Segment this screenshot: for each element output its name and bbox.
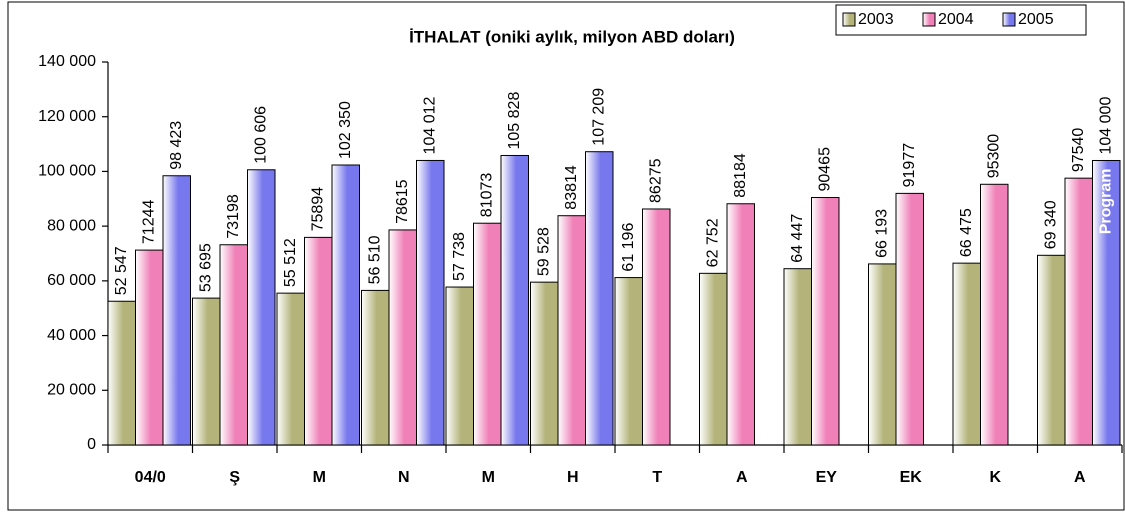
y-tick-label: 100 000 (38, 163, 96, 180)
legend-label: 2005 (1018, 11, 1054, 28)
value-label: 86275 (647, 158, 664, 203)
bar (1064, 177, 1093, 446)
value-label: 53 695 (197, 243, 214, 292)
legend-label: 2003 (858, 11, 894, 28)
value-label: 62 752 (704, 218, 721, 267)
x-tick-label: EK (900, 469, 923, 486)
legend-box (835, 4, 1087, 36)
bar (162, 175, 191, 446)
bar (1092, 159, 1121, 446)
x-tick-label: H (567, 469, 579, 486)
x-tick-label: 04/0 (135, 469, 166, 486)
bar (192, 297, 221, 446)
chart-title: İTHALAT (oniki aylık, milyon ABD doları) (409, 27, 735, 46)
value-label: 97540 (1070, 128, 1087, 173)
x-tick-label: A (736, 469, 748, 486)
value-label: 59 528 (535, 227, 552, 276)
bar (445, 286, 474, 446)
bar (473, 222, 502, 446)
value-label: 56 510 (366, 235, 383, 284)
bar (331, 164, 360, 446)
value-label: 105 828 (506, 92, 523, 150)
x-tick-label: EY (816, 469, 838, 486)
bar (107, 300, 136, 446)
bar (895, 192, 924, 446)
legend-swatch (1002, 12, 1016, 27)
legend-swatch (842, 12, 856, 27)
legend-swatch (922, 12, 936, 27)
value-label: 57 738 (451, 232, 468, 281)
bar (868, 263, 897, 446)
bar (530, 281, 559, 446)
value-label: 90465 (816, 147, 833, 192)
value-label: 52 547 (113, 246, 130, 295)
bar (952, 262, 981, 446)
x-tick-label: M (482, 469, 495, 486)
value-label: 69 340 (1042, 200, 1059, 249)
y-tick-label: 80 000 (47, 217, 96, 234)
bar (247, 169, 276, 446)
x-tick-label: K (989, 469, 1001, 486)
value-label: 102 350 (337, 101, 354, 159)
value-label: 66 193 (873, 209, 890, 258)
bar (783, 268, 812, 446)
x-tick-label: Ş (229, 469, 240, 486)
annotation: Program (1097, 168, 1114, 234)
value-label: 78615 (394, 179, 411, 224)
bar (726, 203, 755, 446)
value-label: 64 447 (789, 214, 806, 263)
legend: 2003 2004 2005 (835, 4, 1087, 36)
bar (980, 183, 1009, 446)
value-label: 55 512 (282, 238, 299, 287)
bar (219, 244, 248, 446)
bar (585, 151, 614, 446)
y-tick-label: 120 000 (38, 108, 96, 125)
value-label: 104 000 (1097, 97, 1114, 155)
bar (614, 277, 643, 446)
value-label: 91977 (901, 143, 918, 188)
bar (1037, 254, 1066, 446)
y-tick-label: 60 000 (47, 272, 96, 289)
x-tick-label: M (313, 469, 326, 486)
legend-label: 2004 (938, 11, 974, 28)
bar (811, 197, 840, 446)
value-label: 75894 (309, 187, 326, 232)
bar (388, 229, 417, 446)
bar (361, 289, 390, 446)
x-tick-label: A (1074, 469, 1086, 486)
value-label: 98 423 (168, 121, 185, 170)
bar (416, 159, 445, 446)
y-tick-label: 20 000 (47, 382, 96, 399)
bar (304, 236, 333, 446)
bar (500, 154, 529, 446)
value-label: 81073 (478, 173, 495, 218)
value-label: 88184 (732, 153, 749, 198)
value-label: 71244 (140, 200, 157, 245)
value-label: 61 196 (620, 223, 637, 272)
y-tick-label: 0 (87, 436, 96, 453)
value-label: 73198 (225, 194, 242, 239)
bar (276, 292, 305, 446)
value-label: 95300 (985, 134, 1002, 179)
y-tick-label: 40 000 (47, 327, 96, 344)
value-label: 104 012 (421, 97, 438, 155)
x-tick-label: N (398, 469, 410, 486)
bar (642, 208, 671, 446)
value-label: 66 475 (958, 208, 975, 257)
bar (135, 249, 164, 446)
value-label: 100 606 (252, 106, 269, 164)
y-tick-label: 140 000 (38, 53, 96, 70)
bar (699, 272, 728, 446)
x-tick-label: T (652, 469, 662, 486)
chart-border (7, 1, 1125, 511)
bar (557, 215, 586, 446)
value-label: 107 209 (590, 88, 607, 146)
value-label: 83814 (563, 165, 580, 210)
